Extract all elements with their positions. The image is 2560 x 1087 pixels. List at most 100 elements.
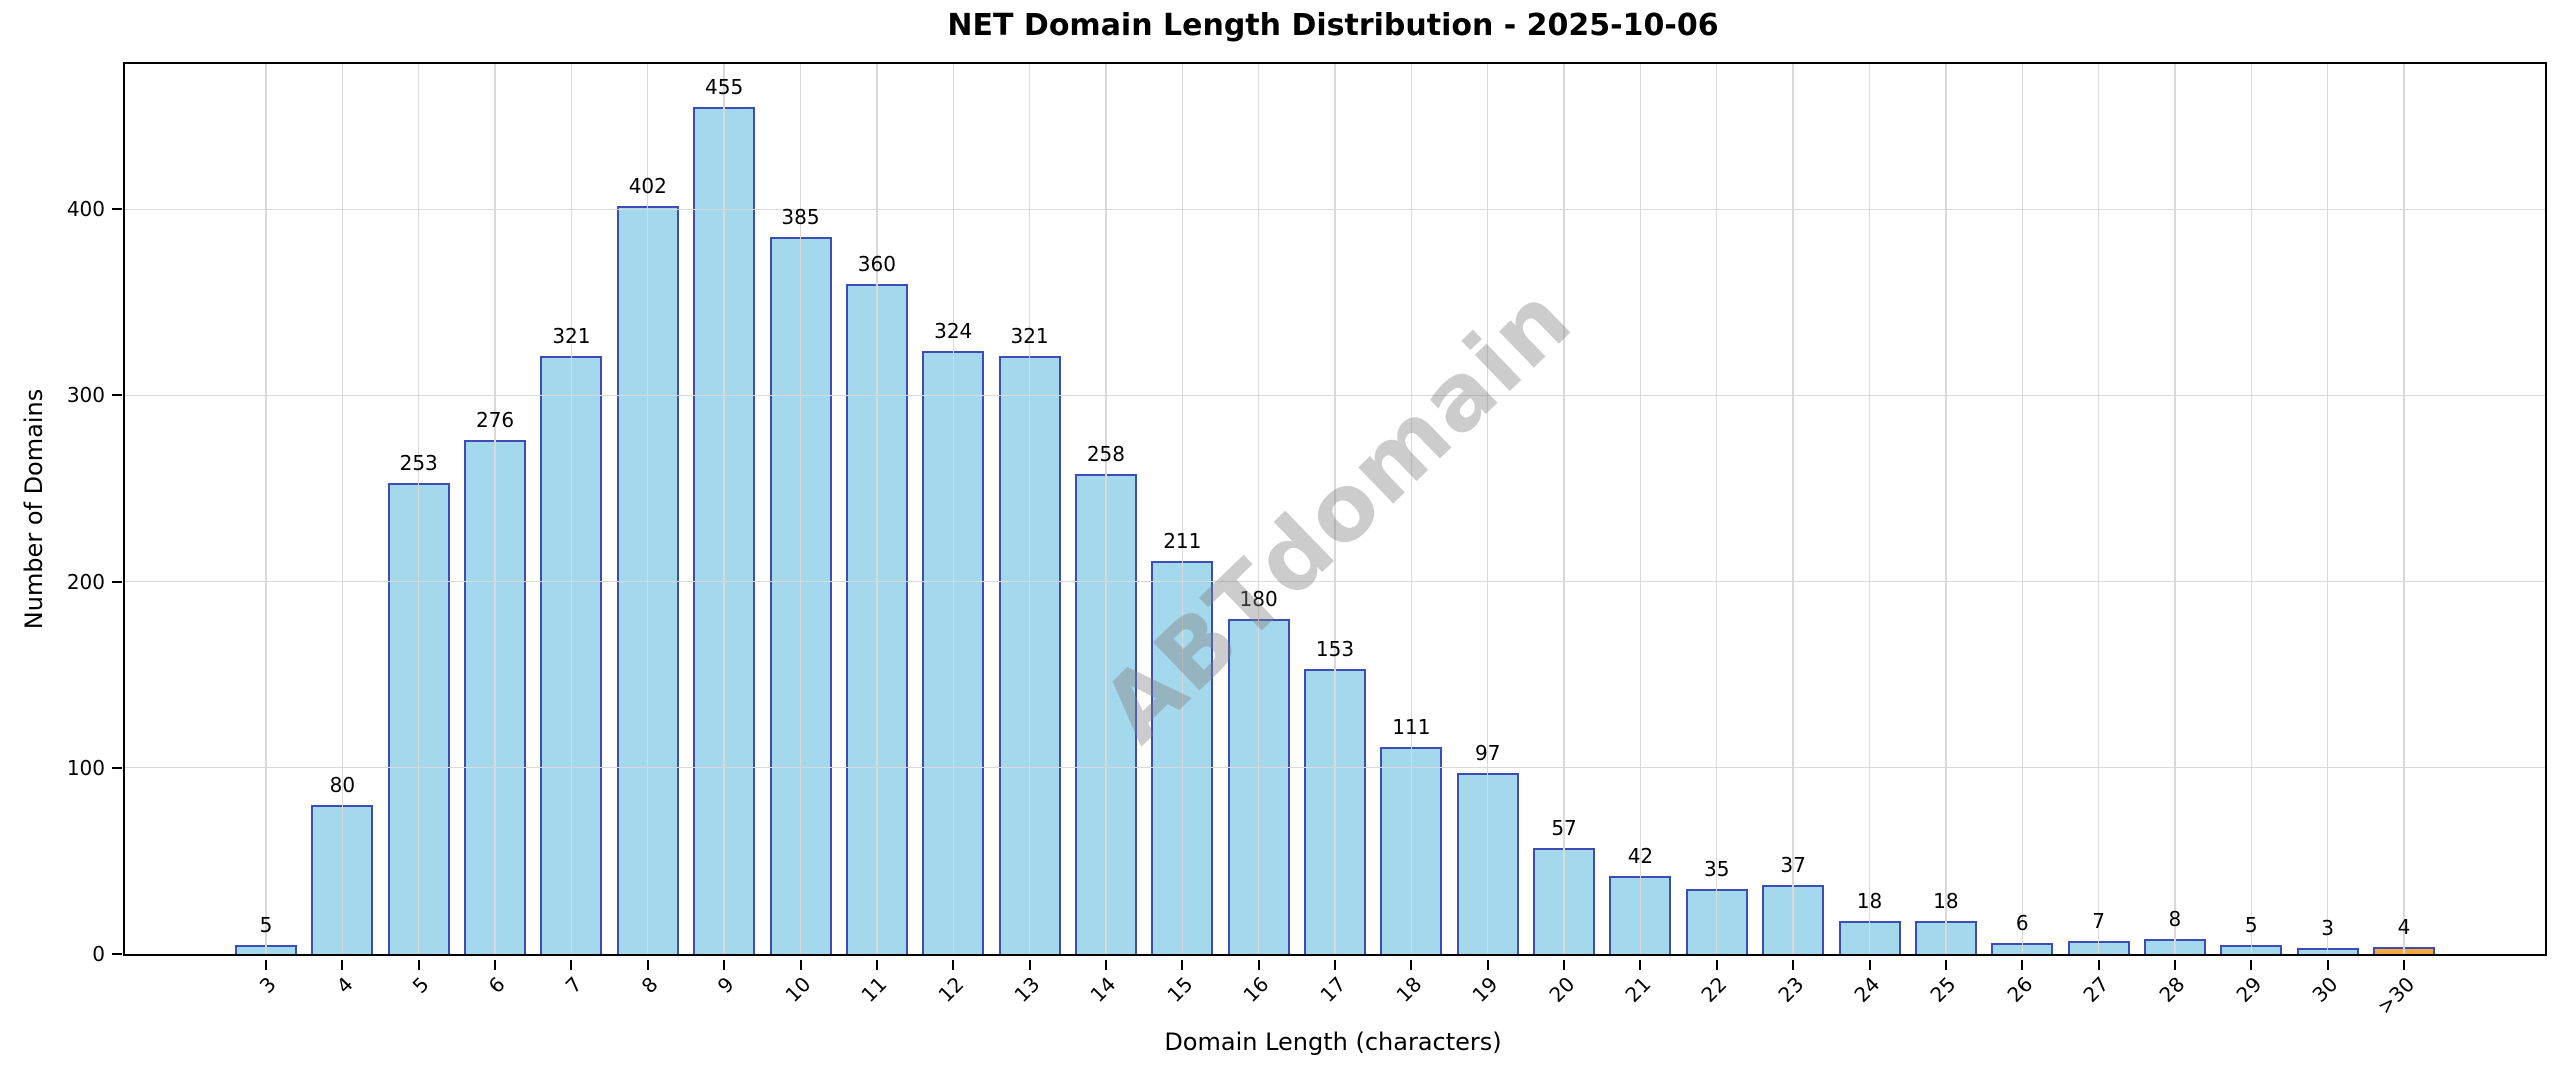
- bar: [2220, 944, 2283, 954]
- x-tick-mark: [1181, 959, 1184, 970]
- x-tick-mark: [1715, 959, 1718, 970]
- x-gridline: [570, 64, 573, 954]
- bar: [1762, 885, 1825, 954]
- x-gridline: [1487, 64, 1489, 954]
- x-tick-label: 6: [484, 972, 511, 998]
- x-tick-label: 13: [1009, 972, 1045, 1007]
- bar: [1304, 669, 1366, 954]
- x-gridline: [1716, 64, 1718, 954]
- bar-value-label: 18: [1933, 888, 1959, 913]
- x-gridline: [1257, 64, 1260, 954]
- x-gridline: [1563, 64, 1565, 954]
- x-tick-mark: [1486, 959, 1489, 970]
- x-tick-mark: [570, 959, 573, 970]
- x-tick-label: 27: [2078, 972, 2114, 1007]
- y-tick-label: 400: [66, 197, 105, 222]
- bar-value-label: 180: [1239, 586, 1278, 611]
- y-gridline: [125, 208, 2545, 210]
- bar: [311, 805, 374, 954]
- bar-value-label: 5: [259, 912, 273, 937]
- bar: [2143, 939, 2206, 954]
- bar: [1151, 561, 1214, 954]
- bar: [922, 350, 985, 954]
- bars-layer: [125, 64, 2545, 954]
- gridlines-layer: [125, 64, 2545, 954]
- bar: [845, 283, 908, 954]
- bar: [769, 237, 832, 954]
- y-tick-mark: [112, 394, 122, 397]
- x-tick-mark: [1334, 959, 1336, 970]
- x-gridline: [265, 64, 267, 954]
- bar-value-label: 7: [2092, 908, 2105, 933]
- bar-value-label: 111: [1392, 715, 1431, 740]
- bar-value-label: 360: [857, 251, 896, 276]
- x-gridline: [1181, 64, 1183, 954]
- x-tick-mark: [2250, 959, 2253, 970]
- x-axis-title: Domain Length (characters): [1164, 1028, 1502, 1056]
- bar-value-label: 276: [475, 408, 515, 433]
- x-gridline: [1334, 64, 1336, 954]
- x-tick-mark: [341, 959, 344, 970]
- x-tick-mark: [1868, 959, 1871, 970]
- bar: [693, 106, 756, 954]
- x-tick-label: 22: [1696, 972, 1732, 1007]
- y-tick-label: 100: [66, 755, 105, 780]
- x-tick-label: 10: [780, 972, 816, 1007]
- bar-value-label: 5: [2244, 912, 2258, 937]
- x-tick-mark: [2021, 959, 2024, 970]
- x-gridline: [876, 64, 878, 954]
- x-tick-label: 17: [1315, 972, 1350, 1007]
- bar-value-label: 6: [2015, 910, 2029, 935]
- bar-value-label: 42: [1627, 843, 1654, 868]
- bar-value-label: 57: [1551, 815, 1577, 840]
- bar-value-label: 211: [1163, 529, 1202, 554]
- x-gridline: [2021, 64, 2023, 954]
- bar: [1685, 888, 1748, 954]
- x-tick-mark: [494, 959, 497, 970]
- x-tick-mark: [1104, 959, 1107, 970]
- x-gridline: [1945, 64, 1947, 954]
- bar: [998, 356, 1061, 954]
- x-tick-label: 9: [713, 972, 740, 998]
- x-tick-mark: [2097, 959, 2100, 970]
- bar: [616, 205, 679, 954]
- x-tick-label: 14: [1085, 972, 1121, 1007]
- x-gridline: [2250, 64, 2252, 954]
- x-gridline: [2097, 64, 2100, 954]
- x-gridline: [1792, 64, 1794, 954]
- x-tick-label: 28: [2154, 972, 2190, 1007]
- x-tick-mark: [2326, 959, 2329, 970]
- x-tick-label: 18: [1391, 972, 1427, 1007]
- bar: [1074, 473, 1137, 954]
- bar: [540, 356, 603, 954]
- x-tick-label: 30: [2307, 972, 2343, 1007]
- x-tick-mark: [2173, 959, 2176, 970]
- x-tick-mark: [2403, 959, 2405, 970]
- y-tick-mark: [112, 953, 122, 955]
- x-gridline: [1028, 64, 1031, 954]
- bar: [1991, 942, 2054, 954]
- bar: [1609, 875, 1672, 954]
- x-tick-mark: [646, 959, 649, 970]
- x-tick-mark: [723, 959, 726, 970]
- bar: [464, 440, 527, 954]
- x-tick-label: 5: [407, 972, 434, 998]
- x-tick-mark: [1792, 959, 1795, 970]
- bar: [1838, 920, 1901, 954]
- x-tick-label: 24: [1849, 972, 1885, 1007]
- bar: [1227, 618, 1290, 954]
- x-gridline: [2403, 64, 2405, 954]
- x-tick-mark: [1410, 959, 1413, 970]
- bar: [387, 482, 450, 954]
- y-axis-title: Number of Domains: [20, 388, 48, 630]
- x-tick-label: 11: [856, 972, 892, 1007]
- x-tick-mark: [417, 959, 420, 970]
- y-tick-mark: [112, 766, 122, 769]
- y-tick-mark: [112, 580, 122, 583]
- bar-value-label: 385: [781, 205, 820, 230]
- bar-value-label: 8: [2168, 907, 2182, 932]
- y-tick-label: 0: [92, 942, 105, 966]
- x-tick-label: 25: [1925, 972, 1961, 1007]
- x-gridline: [1410, 64, 1412, 954]
